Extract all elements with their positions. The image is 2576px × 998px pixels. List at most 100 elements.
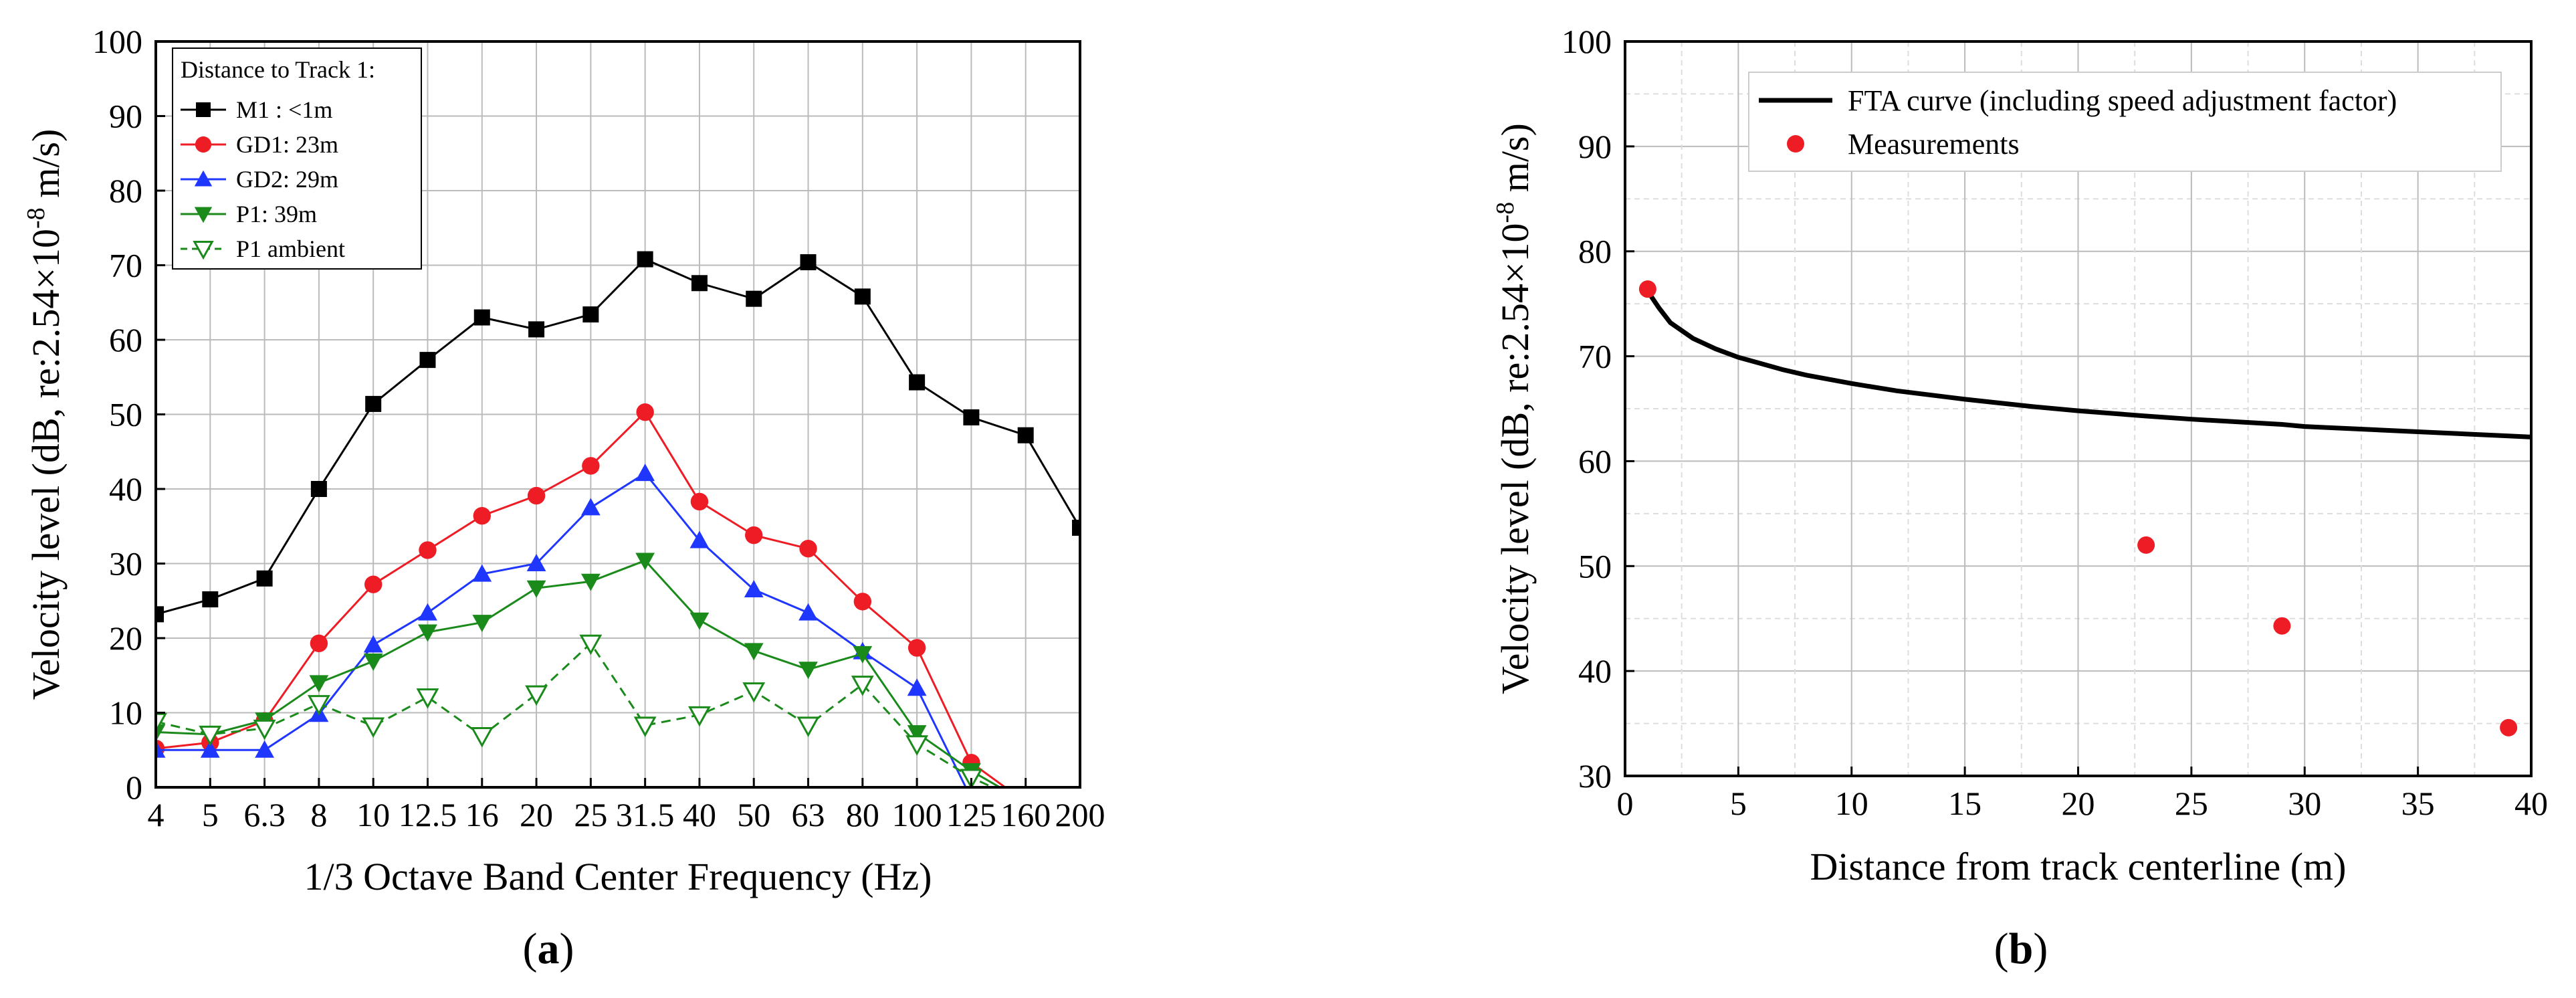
data-point: [690, 492, 709, 511]
legend-label: P1 ambient: [236, 235, 345, 262]
x-tick-label: 4: [148, 796, 165, 833]
data-point: [691, 275, 708, 292]
data-point: [582, 306, 599, 323]
data-point: [416, 688, 439, 709]
data-point: [582, 457, 600, 475]
y-tick-label: 40: [1578, 652, 1612, 690]
legend-marker: [194, 170, 213, 187]
legend-marker: [1787, 135, 1804, 153]
chart-b: 30 40 50 60 70 80 90 100 0 5 10 15 20 25 30 35 40 Distanc…: [1491, 23, 2548, 888]
legend-label: GD2: 29m: [236, 166, 338, 193]
measurement-point: [2273, 617, 2291, 635]
data-point: [635, 464, 655, 482]
y-tick-label: 70: [109, 247, 142, 284]
data-point: [419, 541, 437, 559]
y-tick-label: 60: [1578, 442, 1612, 480]
x-tick-label: 10: [1835, 785, 1868, 822]
series-line: [156, 472, 967, 787]
x-tick-label: 31.5: [616, 796, 675, 833]
x-axis-title: Distance from track centerline (m): [1810, 845, 2347, 888]
legend-title: Distance to Track 1:: [181, 56, 375, 83]
data-point: [470, 727, 494, 748]
data-point: [527, 486, 546, 505]
legend-box: [1748, 72, 2502, 172]
legend-label: M1 : <1m: [236, 96, 332, 123]
legend-label: P1: 39m: [236, 201, 317, 227]
y-tick-label: 0: [126, 769, 142, 806]
legend-label: FTA curve (including speed adjustment fa…: [1848, 84, 2397, 117]
data-point: [746, 290, 762, 307]
data-point: [854, 288, 871, 305]
data-point: [580, 498, 601, 516]
data-point: [525, 685, 548, 706]
data-point: [579, 634, 603, 656]
panel-b-label: (b): [1994, 924, 2048, 973]
data-point: [851, 676, 874, 696]
x-tick-label: 160: [1000, 796, 1051, 833]
x-tick-label: 125: [946, 796, 996, 833]
data-point: [363, 654, 383, 671]
data-point: [362, 717, 385, 738]
data-point: [1072, 519, 1080, 536]
y-tick-label: 90: [109, 98, 142, 135]
data-point: [156, 712, 167, 734]
legend-marker: [196, 102, 211, 117]
data-point: [253, 719, 276, 740]
y-tick-label: 80: [109, 172, 142, 209]
y-tick-label: 20: [109, 619, 142, 657]
data-point: [909, 374, 926, 391]
y-tick-label: 60: [109, 321, 142, 359]
data-point: [637, 251, 653, 268]
data-point: [798, 603, 818, 621]
panel-a-label: (a): [523, 924, 574, 973]
data-point: [418, 624, 437, 642]
x-tick-label: 25: [574, 796, 607, 833]
data-point: [200, 740, 220, 758]
data-point: [689, 612, 710, 630]
measurement-point: [1638, 280, 1656, 298]
y-tick-label: 10: [109, 694, 142, 732]
data-point: [199, 725, 222, 746]
x-tick-label: 16: [465, 796, 499, 833]
x-tick-label: 20: [520, 796, 553, 833]
x-tick-label: 5: [1730, 785, 1747, 822]
data-point: [309, 675, 329, 693]
data-point: [310, 481, 327, 497]
data-point: [156, 740, 166, 758]
x-tick-label: 15: [1948, 785, 1981, 822]
legend-marker: [195, 136, 212, 153]
x-tick-label: 10: [356, 796, 390, 833]
data-point: [907, 639, 926, 657]
x-tick-label: 80: [846, 796, 879, 833]
y-tick-label: 30: [1578, 757, 1612, 795]
x-tick-label: 20: [2062, 785, 2095, 822]
x-tick-label: 63: [792, 796, 825, 833]
x-tick-label: 6.3: [243, 796, 286, 833]
data-point: [256, 570, 273, 587]
data-point: [1017, 427, 1034, 443]
data-point: [255, 740, 274, 758]
measurement-point: [2137, 536, 2155, 554]
x-tick-label: 40: [2514, 785, 2548, 822]
data-point: [365, 395, 382, 412]
y-tick-label: 40: [109, 470, 142, 508]
data-point: [635, 553, 655, 571]
y-tick-label: 100: [1562, 23, 1612, 60]
data-point: [907, 678, 927, 696]
data-point: [473, 506, 491, 525]
data-point: [853, 645, 873, 664]
data-point: [528, 321, 545, 338]
data-point: [963, 409, 980, 425]
y-tick-label: 30: [109, 545, 142, 583]
data-point: [796, 716, 820, 737]
y-tick-label: 70: [1578, 338, 1612, 375]
data-point: [687, 706, 711, 727]
y-tick-label: 80: [1578, 233, 1612, 270]
y-axis-title: Velocity level (dB, re:2.54×10-8 m/s): [22, 129, 68, 700]
fta-curve: [1645, 290, 2532, 439]
data-point: [364, 575, 383, 593]
legend-marker: [194, 207, 213, 223]
data-point: [580, 573, 601, 591]
data-point: [310, 634, 328, 653]
data-point: [799, 540, 817, 558]
